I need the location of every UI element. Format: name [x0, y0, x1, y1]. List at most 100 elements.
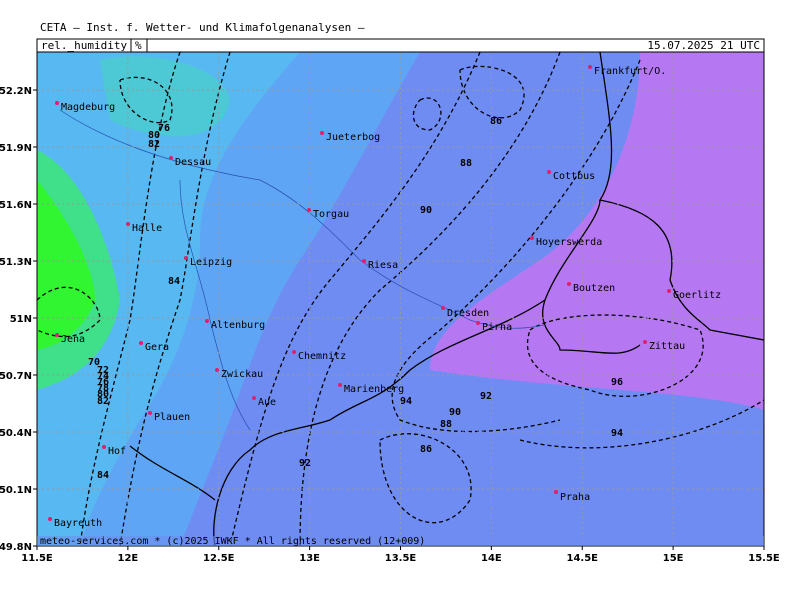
city: Jena: [55, 333, 85, 345]
city-dot: [320, 131, 324, 135]
city: Marienberg: [338, 383, 404, 395]
city-label: Chemnitz: [298, 351, 346, 362]
city-label: Cottbus: [553, 171, 595, 182]
city-dot: [567, 282, 571, 286]
contour-label: 94: [400, 396, 412, 407]
city-dot: [441, 306, 445, 310]
city-label: Altenburg: [211, 320, 265, 331]
city: Jueterbog: [320, 131, 380, 143]
city-label: Aue: [258, 397, 276, 408]
footer: meteo-services.com * (c)2025 IWKF * All …: [40, 536, 425, 547]
city-label: Zittau: [649, 341, 685, 352]
city: Hof: [102, 445, 126, 457]
contour-label: 90: [420, 205, 432, 216]
lat-tick-label: 49.8N: [0, 542, 32, 553]
city-label: Plauen: [154, 412, 190, 423]
city-label: Bayreuth: [54, 518, 102, 529]
city: Cottbus: [547, 170, 595, 182]
contour-label: 92: [299, 458, 311, 469]
city-dot: [547, 170, 551, 174]
city: Plauen: [148, 411, 190, 423]
city-label: Dessau: [175, 157, 211, 168]
city: Bayreuth: [48, 517, 102, 529]
city: Gera: [139, 341, 169, 353]
city-dot: [554, 490, 558, 494]
field-teal: [100, 56, 230, 137]
city-dot: [215, 368, 219, 372]
city: Riesa: [362, 259, 398, 271]
graticule: [37, 52, 764, 546]
contour-label: 84: [97, 470, 109, 481]
contour-label: 76: [97, 377, 109, 388]
city-label: Halle: [132, 223, 162, 234]
contour-label: 88: [460, 158, 472, 169]
city-label: Zwickau: [221, 369, 263, 380]
city: Chemnitz: [292, 350, 346, 362]
city-dot: [48, 517, 52, 521]
lat-tick-label: 51N: [10, 314, 32, 325]
city-label: Torgau: [313, 209, 349, 220]
city-label: Jena: [61, 334, 85, 345]
contour-label: 92: [480, 391, 492, 402]
borders: [129, 52, 764, 546]
contour-label: 82: [97, 396, 109, 407]
parameter: rel._humidity: [41, 39, 127, 52]
city-dot: [667, 289, 671, 293]
city: Goerlitz: [667, 289, 721, 301]
city-dot: [292, 350, 296, 354]
city: Dessau: [169, 156, 211, 168]
valid-time: 15.07.2025 21 UTC: [647, 39, 760, 52]
city: Halle: [126, 222, 162, 234]
contour-label: 80: [148, 130, 160, 141]
city: Praha: [554, 490, 590, 503]
contour-label: 86: [490, 116, 502, 127]
city-dot: [184, 256, 188, 260]
contour-label: 86: [420, 444, 432, 455]
lat-tick-label: 50.4N: [0, 428, 32, 439]
city-label: Boutzen: [573, 283, 615, 294]
city-dot: [338, 383, 342, 387]
lon-tick-label: 12E: [118, 553, 139, 564]
city: Aue: [252, 396, 276, 408]
city-dot: [139, 341, 143, 345]
contour-label: 74: [97, 371, 109, 382]
city-dot: [307, 208, 311, 212]
contour-label: 88: [440, 419, 452, 430]
city-dot: [55, 101, 59, 105]
city-label: Dresden: [447, 308, 489, 319]
contours: [37, 52, 764, 546]
city-dot: [252, 396, 256, 400]
field-purple: [430, 52, 764, 546]
lat-tick-label: 51.6N: [0, 200, 32, 211]
city-label: Pirna: [482, 322, 512, 333]
city-dot: [102, 445, 106, 449]
city-dot: [476, 321, 480, 325]
city-label: Marienberg: [344, 384, 404, 395]
field-bright-green: [37, 180, 95, 350]
city-dot: [530, 236, 534, 240]
contour-label: 94: [611, 428, 623, 439]
city-dot: [169, 156, 173, 160]
lon-tick-label: 11.5E: [21, 553, 53, 564]
contour-label: 76: [158, 123, 170, 134]
city: Boutzen: [567, 282, 615, 294]
contour-label: 84: [168, 276, 180, 287]
lon-tick-label: 15E: [663, 553, 684, 564]
city: Altenburg: [205, 319, 265, 331]
city-dot: [643, 340, 647, 344]
city-label: Praha: [560, 492, 590, 503]
city-dot: [205, 319, 209, 323]
header-title: CETA — Inst. f. Wetter- und Klimafolgena…: [40, 21, 365, 34]
city-label: Jueterbog: [326, 132, 380, 143]
map-field: [37, 52, 764, 546]
lat-tick-label: 50.7N: [0, 371, 32, 382]
city: Hoyerswerda: [530, 236, 602, 248]
contour-label: 70: [88, 357, 100, 368]
field-cyan: [37, 52, 300, 546]
lon-tick-label: 14.5E: [566, 553, 598, 564]
city: Leipzig: [184, 256, 232, 268]
city-label: Frankfurt/O.: [594, 66, 666, 77]
city: Magdeburg: [55, 101, 115, 113]
city-dot: [362, 259, 366, 263]
